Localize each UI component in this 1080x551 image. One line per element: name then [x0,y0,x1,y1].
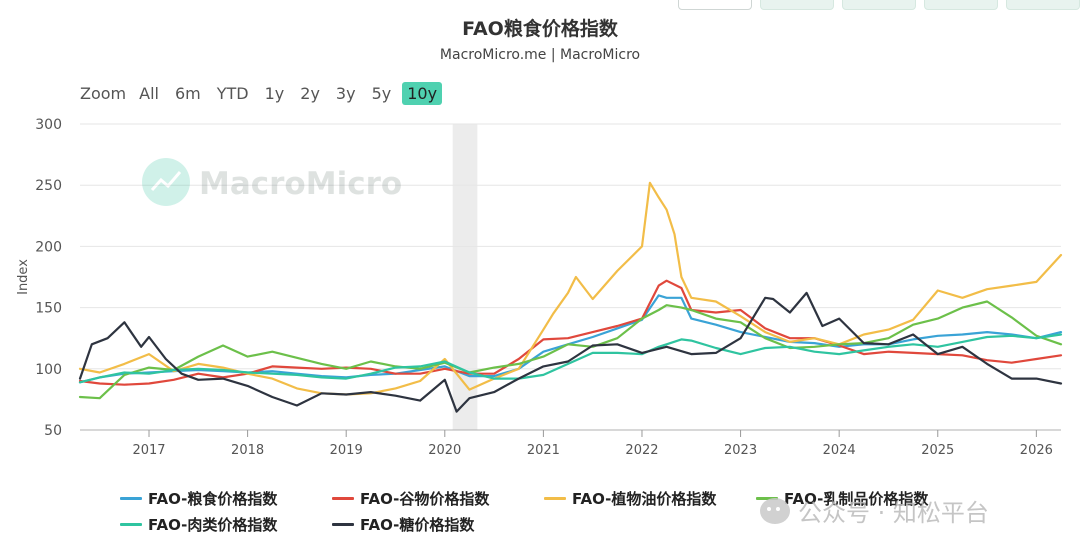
zoom-3y-button[interactable]: 3y [335,84,356,103]
legend-swatch [332,497,354,500]
watermark-logo-mark [150,171,182,192]
toolbar-button[interactable] [842,0,916,10]
y-tick-label: 300 [35,117,62,133]
legend-label: FAO-粮食价格指数 [148,490,278,508]
zoom-6m-button[interactable]: 6m [174,84,201,103]
zoom-5y-button[interactable]: 5y [371,84,392,103]
x-tick-label: 2017 [132,443,165,458]
legend-item[interactable]: FAO-谷物价格指数 [332,488,489,509]
chart-watermark-text: MacroMicro [199,166,402,202]
legend-label: FAO-植物油价格指数 [572,490,717,508]
x-tick-label: 2023 [724,443,757,458]
legend-label: FAO-谷物价格指数 [360,490,490,508]
wechat-icon [760,497,790,524]
top-toolbar [678,0,1080,10]
zoom-2y-button[interactable]: 2y [300,84,320,103]
x-tick-label: 2019 [330,443,363,458]
y-axis-label: Index [16,259,31,295]
footer-watermark-text: 公众号 · 知松平台 [798,499,989,527]
legend-item[interactable]: FAO-糖价格指数 [332,514,474,535]
series-line [78,300,1063,400]
legend-label: FAO-糖价格指数 [360,516,475,534]
toolbar-button[interactable] [924,0,998,10]
legend-label: FAO-肉类价格指数 [148,516,278,534]
watermark-logo-icon [142,158,190,206]
zoom-1y-button[interactable]: 1y [264,84,285,103]
line-chart: 50 100 150 200 250 300 Index 2017 2018 2019 2020 20… [16,117,1063,458]
chart-subtitle: MacroMicro.me | MacroMicro [439,47,641,63]
legend-swatch [120,523,142,526]
x-tick-label: 2025 [921,443,954,458]
legend-item[interactable]: FAO-肉类价格指数 [120,514,277,535]
y-tick-label: 150 [35,301,62,317]
legend-swatch [120,497,142,500]
x-tick-label: 2024 [823,443,856,458]
legend-swatch [332,523,354,526]
legend-label: FAO-乳制品价格指数 [784,490,929,508]
chart-watermark: MacroMicro [142,158,402,206]
legend-item[interactable]: FAO-乳制品价格指数 [756,488,928,509]
y-tick-label: 100 [35,362,62,378]
zoom-ytd-button[interactable]: YTD [216,84,249,103]
shaded-region [452,124,478,430]
footer-watermark: 公众号 · 知松平台 [760,493,989,528]
zoom-10y-button[interactable]: 10y [402,82,443,105]
series-line [78,333,1063,384]
zoom-label: Zoom [80,84,127,103]
x-tick-label: 2026 [1020,443,1053,458]
zoom-all-button[interactable]: All [139,84,159,103]
x-tick-label: 2022 [625,443,658,458]
toolbar-button[interactable] [760,0,834,10]
series-line [78,181,1063,396]
toolbar-button[interactable] [1006,0,1080,10]
toolbar-button[interactable] [678,0,752,10]
legend-item[interactable]: FAO-粮食价格指数 [120,488,277,509]
y-tick-label: 250 [35,178,62,194]
y-tick-label: 200 [35,239,62,255]
legend-swatch [756,497,778,500]
y-tick-label: 50 [44,423,62,439]
legend-item[interactable]: FAO-植物油价格指数 [544,488,716,509]
legend-swatch [544,497,566,500]
x-tick-label: 2020 [428,443,461,458]
x-tick-label: 2021 [527,443,560,458]
zoom-bar: Zoom All 6m YTD 1y 2y 3y 5y 10y [80,82,448,105]
chart-title: FAO粮食价格指数 [462,18,618,40]
series-line [78,291,1063,413]
x-tick-label: 2018 [231,443,264,458]
